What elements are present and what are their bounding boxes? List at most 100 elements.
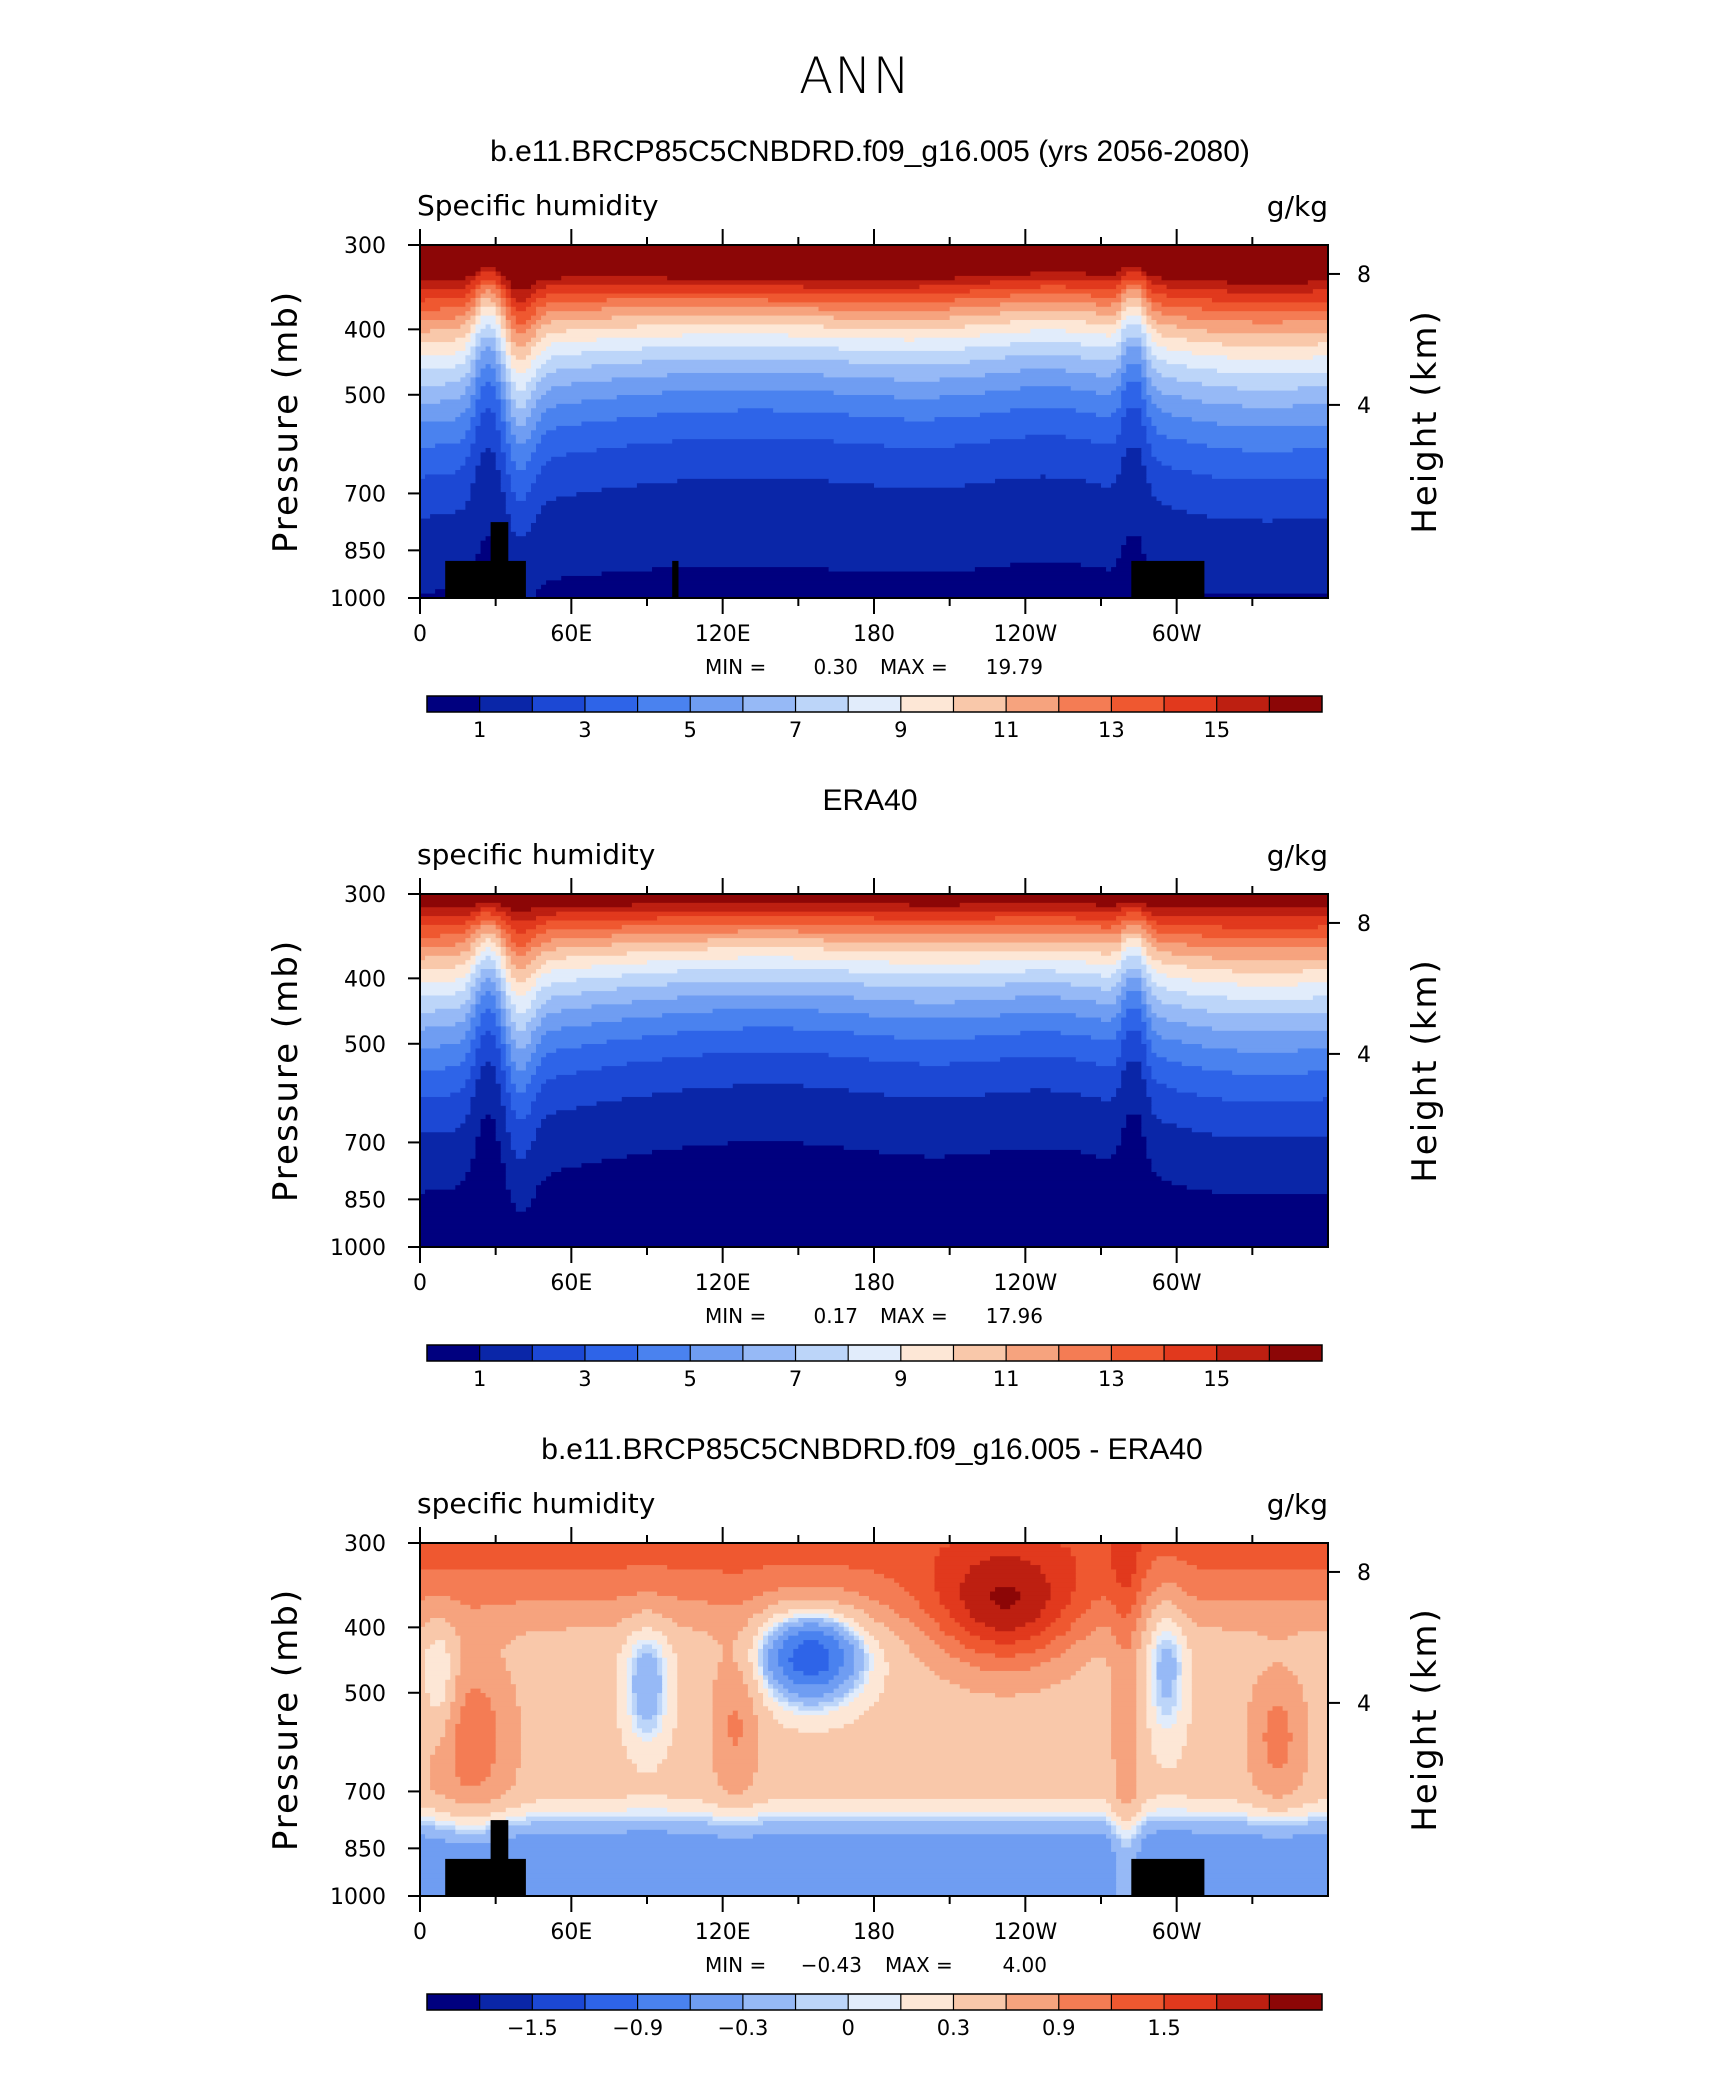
panel-model-min-label: MIN = xyxy=(705,655,766,679)
colorbar-swatch xyxy=(427,1994,480,2010)
y-tick-label: 300 xyxy=(344,1532,386,1557)
panel-diff-units: g/kg xyxy=(1267,1488,1328,1521)
colorbar-label: 0 xyxy=(841,2016,854,2040)
colorbar-swatch xyxy=(1058,696,1112,712)
panel-model-colorbar: 1 3 5 7 9 11 13 15 xyxy=(426,695,1323,742)
colorbar-swatch xyxy=(584,696,638,712)
land-block xyxy=(490,522,509,598)
panel-obs-min-value: 0.17 xyxy=(813,1304,858,1328)
colorbar-swatch xyxy=(848,1345,902,1361)
y2-tick-label: 4 xyxy=(1357,1043,1371,1068)
colorbar-swatch xyxy=(900,696,954,712)
colorbar-label: 15 xyxy=(1203,1367,1230,1391)
x-tick-label: 60E xyxy=(550,1271,592,1296)
colorbar-swatch xyxy=(795,696,849,712)
colorbar-swatch xyxy=(900,1345,954,1361)
y-tick-label: 700 xyxy=(344,1780,386,1805)
panel-obs-max-value: 17.96 xyxy=(986,1304,1043,1328)
x-tick-label: 120E xyxy=(695,622,751,647)
colorbar-swatch xyxy=(1006,1994,1060,2010)
y2-tick-label: 4 xyxy=(1357,394,1371,419)
x-tick-label: 120E xyxy=(695,1271,751,1296)
colorbar-label: 3 xyxy=(578,1367,591,1391)
y-tick-label: 700 xyxy=(344,1131,386,1156)
y2-tick-label: 8 xyxy=(1357,1561,1371,1586)
colorbar-swatch xyxy=(742,1994,796,2010)
colorbar-swatch xyxy=(427,696,480,712)
colorbar-swatch xyxy=(900,1994,954,2010)
x-tick-label: 60E xyxy=(550,1920,592,1945)
colorbar-swatch xyxy=(953,696,1007,712)
colorbar-label: 0.9 xyxy=(1042,2016,1075,2040)
colorbar-swatch xyxy=(1216,1994,1270,2010)
colorbar-swatch xyxy=(848,1994,902,2010)
colorbar-swatch xyxy=(532,696,586,712)
y-tick-label: 500 xyxy=(344,1033,386,1058)
colorbar-swatch xyxy=(1164,696,1218,712)
colorbar-swatch xyxy=(1111,696,1165,712)
colorbar-label: 0.3 xyxy=(937,2016,970,2040)
figure-title: ANN xyxy=(799,47,911,105)
colorbar-swatch xyxy=(637,696,691,712)
y-tick-label: 400 xyxy=(344,967,386,992)
colorbar-swatch xyxy=(1164,1345,1218,1361)
y2-tick-label: 8 xyxy=(1357,912,1371,937)
panel-obs-title: ERA40 xyxy=(822,784,917,817)
panel-obs-colorbar: 1 3 5 7 9 11 13 15 xyxy=(426,1344,1323,1391)
colorbar-swatch xyxy=(637,1994,691,2010)
x-tick-label: 120W xyxy=(993,622,1057,647)
x-tick-label: 60W xyxy=(1152,1920,1202,1945)
land-block xyxy=(1131,560,1205,598)
panel-model-max-value: 19.79 xyxy=(986,655,1043,679)
colorbar-swatch xyxy=(1111,1345,1165,1361)
x-tick-label: 60E xyxy=(550,622,592,647)
x-tick-label: 120E xyxy=(695,1920,751,1945)
y-axis-label: Pressure (mb) xyxy=(266,290,306,553)
colorbar-swatch xyxy=(795,1994,849,2010)
colorbar-swatch xyxy=(1164,1994,1218,2010)
x-tick-label: 180 xyxy=(853,1271,895,1296)
colorbar-label: −0.9 xyxy=(612,2016,663,2040)
panel-diff-left-label: specific humidity xyxy=(417,1487,655,1520)
y-tick-label: 500 xyxy=(344,1682,386,1707)
colorbar-frame xyxy=(426,1993,1323,2011)
colorbar-label: 7 xyxy=(789,718,802,742)
colorbar-swatch xyxy=(1269,1345,1323,1361)
x-tick-label: 120W xyxy=(993,1920,1057,1945)
y-tick-label: 1000 xyxy=(330,1885,386,1910)
colorbar-swatch xyxy=(690,696,744,712)
colorbar-label: 13 xyxy=(1098,1367,1125,1391)
panel-obs-units: g/kg xyxy=(1267,839,1328,872)
y2-axis-label: Height (km) xyxy=(1405,1607,1445,1832)
colorbar-swatch xyxy=(953,1994,1007,2010)
panel-diff-min-value: −0.43 xyxy=(801,1953,862,1977)
colorbar-swatch xyxy=(584,1345,638,1361)
panel-diff-max-label: MAX = xyxy=(885,1953,953,1977)
colorbar-label: 11 xyxy=(993,1367,1020,1391)
y2-tick-label: 4 xyxy=(1357,1692,1371,1717)
colorbar-swatch xyxy=(953,1345,1007,1361)
land-block xyxy=(445,1858,526,1896)
topography-mask xyxy=(445,522,1205,598)
colorbar-swatch xyxy=(1269,1994,1323,2010)
colorbar-label: 9 xyxy=(894,718,907,742)
x-tick-label: 60W xyxy=(1152,1271,1202,1296)
x-tick-label: 0 xyxy=(413,1271,427,1296)
y2-tick-label: 8 xyxy=(1357,263,1371,288)
colorbar-swatch xyxy=(1216,696,1270,712)
colorbar-swatch xyxy=(742,696,796,712)
colorbar-swatch xyxy=(479,1345,533,1361)
y-tick-label: 500 xyxy=(344,384,386,409)
panel-obs-max-label: MAX = xyxy=(880,1304,948,1328)
y-tick-label: 1000 xyxy=(330,1236,386,1261)
colorbar-label: 9 xyxy=(894,1367,907,1391)
y-axis-label: Pressure (mb) xyxy=(266,939,306,1202)
panel-model-units: g/kg xyxy=(1267,190,1328,223)
colorbar-swatch xyxy=(1058,1994,1112,2010)
x-tick-label: 120W xyxy=(993,1271,1057,1296)
colorbar-label: 1 xyxy=(473,718,486,742)
x-tick-label: 0 xyxy=(413,622,427,647)
land-block xyxy=(672,560,679,598)
colorbar-swatch xyxy=(690,1345,744,1361)
panel-obs-plot: 0 60E 120E 180 120W 60W 300 400 500 700 850 1000 8 4 P… xyxy=(266,878,1445,1296)
